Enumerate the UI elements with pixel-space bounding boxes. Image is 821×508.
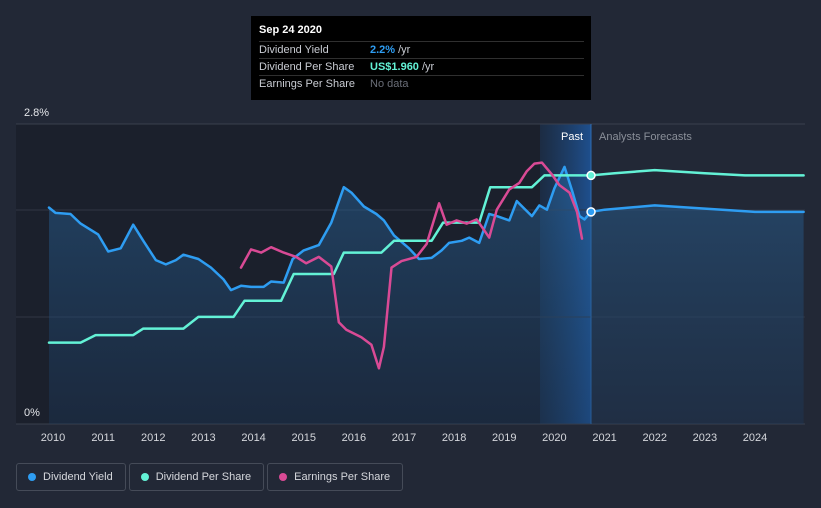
tooltip-value: 2.2% — [370, 44, 396, 56]
legend-label: Dividend Per Share — [155, 471, 252, 483]
x-tick-label: 2015 — [291, 432, 315, 444]
x-tick-label: 2010 — [41, 432, 65, 444]
tooltip-row-earnings-per-share: Earnings Per Share No data — [259, 75, 584, 92]
x-tick-label: 2021 — [592, 432, 616, 444]
x-tick-label: 2017 — [392, 432, 416, 444]
marker-dividend-per-share — [586, 170, 596, 181]
tooltip-value: US$1.960 — [370, 61, 419, 73]
tooltip-row-dividend-per-share: Dividend Per Share US$1.960 /yr — [259, 58, 584, 75]
tooltip-row-dividend-yield: Dividend Yield 2.2% /yr — [259, 41, 584, 58]
series-line-earnings-per-share — [239, 161, 584, 370]
x-tick-label: 2019 — [492, 432, 516, 444]
marker-dividend-yield — [586, 207, 596, 217]
x-tick-label: 2024 — [743, 432, 767, 444]
tooltip-label: Dividend Yield — [259, 44, 329, 56]
y-axis-label-top: 2.8% — [24, 107, 49, 119]
legend-dot-icon — [28, 473, 36, 481]
y-axis-label-bottom: 0% — [24, 407, 40, 419]
tooltip-label: Dividend Per Share — [259, 61, 355, 73]
tooltip-value: No data — [370, 78, 409, 90]
x-tick-label: 2020 — [542, 432, 566, 444]
legend-dot-icon — [279, 473, 288, 481]
legend-dot-icon — [140, 473, 149, 481]
legend: Dividend Yield Dividend Per Share Earnin… — [16, 463, 406, 491]
tooltip: Sep 24 2020 Dividend Yield 2.2% /yr Divi… — [251, 16, 591, 100]
past-label: Past — [561, 131, 583, 143]
x-tick-label: 2016 — [342, 432, 366, 444]
legend-item-earnings-per-share[interactable]: Earnings Per Share — [267, 463, 404, 491]
x-tick-label: 2011 — [91, 432, 115, 444]
tooltip-unit: /yr — [421, 61, 435, 73]
series-line-dividend-per-share — [47, 168, 805, 344]
tooltip-label: Earnings Per Share — [259, 78, 355, 90]
legend-item-dividend-yield[interactable]: Dividend Yield — [16, 463, 126, 491]
tooltip-date: Sep 24 2020 — [259, 24, 322, 36]
x-tick-label: 2018 — [442, 432, 466, 444]
x-tick-label: 2014 — [241, 432, 265, 444]
legend-label: Dividend Yield — [43, 471, 113, 483]
x-tick-label: 2022 — [642, 432, 666, 444]
legend-item-dividend-per-share[interactable]: Dividend Per Share — [128, 463, 265, 491]
tooltip-unit: /yr — [398, 44, 411, 56]
x-tick-label: 2012 — [141, 432, 165, 444]
dividend-yield-area — [49, 166, 804, 424]
x-tick-label: 2013 — [191, 432, 215, 444]
x-tick-label: 2023 — [693, 432, 717, 444]
legend-label: Earnings Per Share — [294, 471, 391, 483]
forecast-label: Analysts Forecasts — [599, 131, 692, 143]
